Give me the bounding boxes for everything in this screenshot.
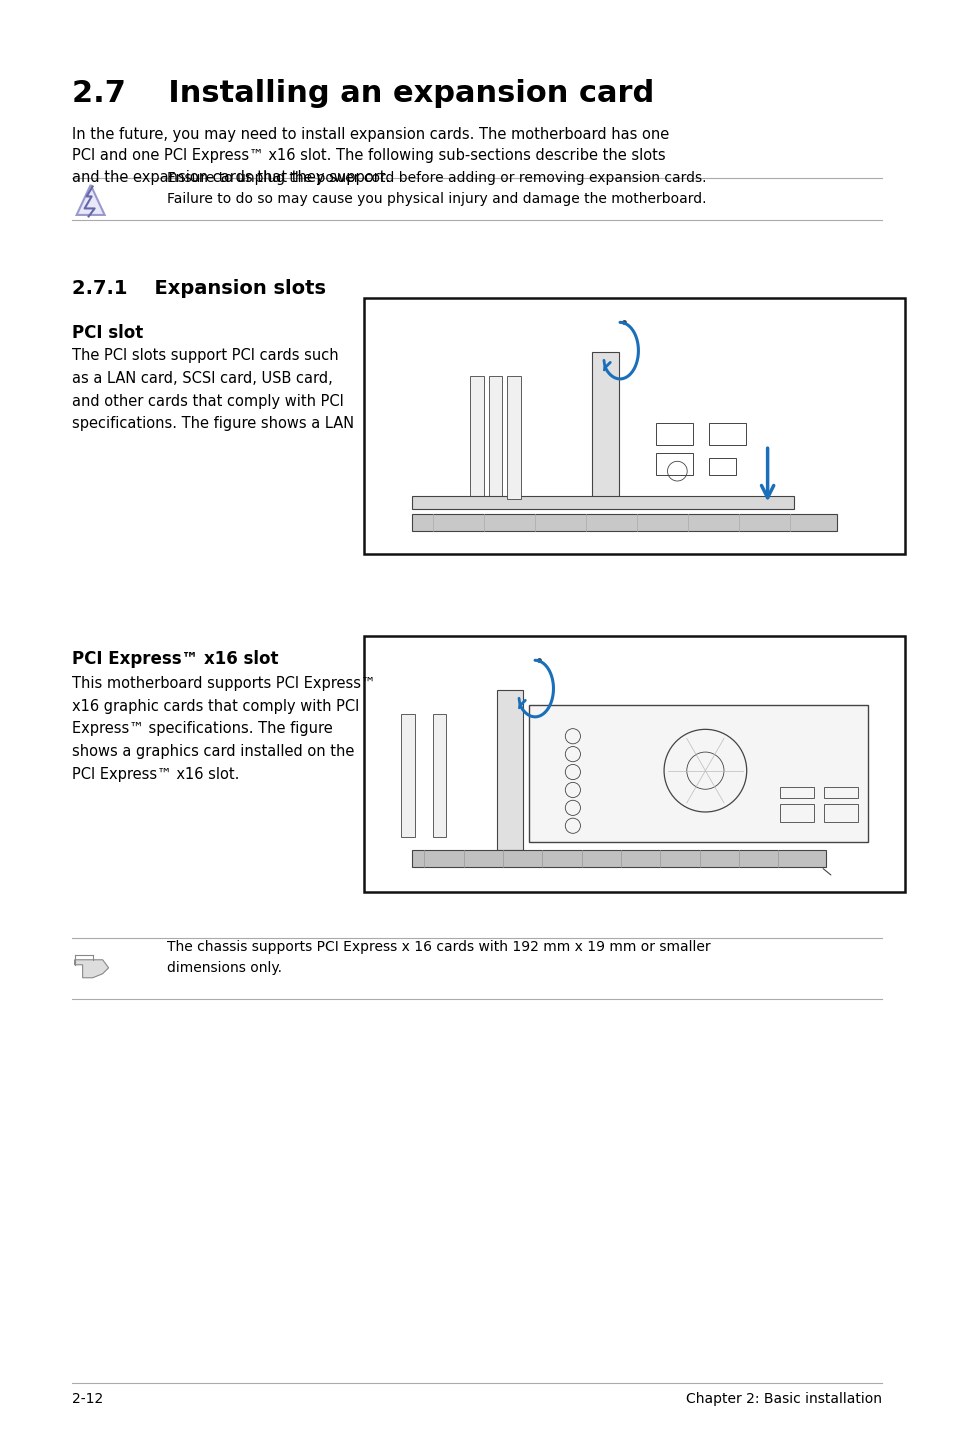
Bar (364, 298, 904, 554)
FancyArrowPatch shape (822, 869, 830, 874)
Text: The PCI slots support PCI cards such
as a LAN card, SCSI card, USB card,
and oth: The PCI slots support PCI cards such as … (71, 348, 354, 431)
Bar (470, 377, 483, 499)
Bar (708, 423, 745, 446)
Bar (823, 787, 858, 798)
Bar (780, 804, 813, 821)
Bar (507, 377, 520, 499)
Bar (488, 377, 501, 499)
Text: 2.7    Installing an expansion card: 2.7 Installing an expansion card (71, 79, 654, 108)
Bar (823, 804, 858, 821)
Text: In the future, you may need to install expansion cards. The motherboard has one
: In the future, you may need to install e… (71, 127, 669, 184)
Bar (592, 352, 618, 505)
Bar (412, 850, 825, 867)
Bar (528, 705, 867, 843)
Bar (401, 715, 415, 837)
Bar (780, 787, 813, 798)
Text: PCI Express™ x16 slot: PCI Express™ x16 slot (71, 650, 278, 669)
Bar (497, 690, 523, 850)
Bar (708, 457, 735, 475)
Bar (656, 423, 693, 446)
Polygon shape (76, 186, 105, 214)
Bar (364, 636, 904, 892)
Text: The chassis supports PCI Express x 16 cards with 192 mm x 19 mm or smaller
dimen: The chassis supports PCI Express x 16 ca… (167, 940, 710, 975)
Bar (656, 453, 693, 475)
Bar (433, 715, 446, 837)
Polygon shape (74, 959, 109, 978)
Text: 2.7.1    Expansion slots: 2.7.1 Expansion slots (71, 279, 326, 298)
Text: Chapter 2: Basic installation: Chapter 2: Basic installation (685, 1392, 882, 1406)
Text: PCI slot: PCI slot (71, 324, 143, 342)
Text: 2-12: 2-12 (71, 1392, 103, 1406)
Text: This motherboard supports PCI Express™
x16 graphic cards that comply with PCI
Ex: This motherboard supports PCI Express™ x… (71, 676, 375, 782)
Bar (412, 496, 793, 509)
Text: Ensure to unplug the power cord before adding or removing expansion cards.
Failu: Ensure to unplug the power cord before a… (167, 171, 706, 206)
Bar (412, 515, 836, 532)
